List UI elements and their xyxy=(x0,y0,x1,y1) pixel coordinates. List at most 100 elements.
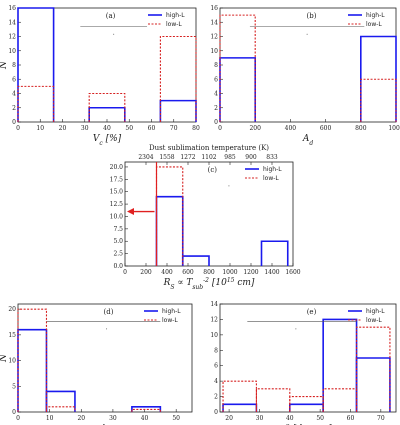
y-tick-label: 14 xyxy=(210,19,218,26)
top-tick-label: 985 xyxy=(224,154,236,161)
bar-high-0 xyxy=(17,7,55,122)
y-tick-label: 20 xyxy=(8,306,16,313)
x-tick-label: 200 xyxy=(140,269,152,276)
x-tick-label: 70 xyxy=(377,415,385,422)
bar-low-1 xyxy=(255,388,291,412)
y-tick-label: 2 xyxy=(214,105,218,112)
y-tick-label: 17.5 xyxy=(110,176,124,183)
x-tick-label: 1400 xyxy=(264,269,279,276)
bar-low-2 xyxy=(88,92,126,122)
y-tick-label: 5 xyxy=(12,383,16,390)
x-tick-label: 30 xyxy=(256,415,264,422)
x-axis-label: Vc [%] xyxy=(93,134,122,147)
panel-label: (e) xyxy=(307,308,317,316)
legend-label-low: low-L xyxy=(366,21,382,28)
legend-label-low: low-L xyxy=(263,175,279,182)
upper-limit-arrow-head xyxy=(127,208,134,216)
legend-label-high: high-L xyxy=(166,12,185,19)
y-tick-label: 12 xyxy=(210,34,218,41)
panel-e: 20304050607002468101214θ [degree](e)high… xyxy=(210,301,397,425)
x-tick-label: 30 xyxy=(109,415,117,422)
y-tick-label: 14 xyxy=(8,19,16,26)
panel-c: 0 200 400 600 800 1000 1200 1400 1600 0.0 2.5 5.0 7.… xyxy=(110,144,301,291)
x-tick-label: 40 xyxy=(103,125,111,132)
bar-high-3 xyxy=(131,406,162,412)
x-tick-label: 1000 xyxy=(388,125,400,132)
x-tick-label: 30 xyxy=(81,125,89,132)
x-tick-label: 70 xyxy=(170,125,178,132)
x-tick-label: 600 xyxy=(320,125,332,132)
x-axis-label: RS ∝ Tsub-2 [1015 cm] xyxy=(163,277,255,291)
bar-low-3 xyxy=(322,388,358,412)
bar-low-0 xyxy=(155,166,184,266)
y-tick-label: 6 xyxy=(214,363,218,370)
top-axis-title: Dust sublimation temperature (K) xyxy=(149,144,269,152)
y-tick-label: 14 xyxy=(210,301,218,308)
bar-high-0 xyxy=(222,403,258,412)
x-tick-label: 0 xyxy=(218,125,222,132)
x-tick-label: 0 xyxy=(16,415,20,422)
y-axis-label: N xyxy=(0,60,9,70)
y-tick-label: 0 xyxy=(214,119,218,126)
bar-high-0 xyxy=(17,328,48,412)
significance-marker xyxy=(306,33,308,35)
top-tick-label: 1102 xyxy=(201,154,216,161)
legend-label-high: high-L xyxy=(263,166,282,173)
y-tick-label: 6 xyxy=(12,76,16,83)
x-tick-label: 1200 xyxy=(243,269,258,276)
bar-low-3 xyxy=(131,408,161,412)
x-tick-label: 20 xyxy=(77,415,85,422)
y-tick-label: 12 xyxy=(8,34,16,41)
panel-label: (b) xyxy=(307,12,317,20)
y-tick-label: 12 xyxy=(210,316,218,323)
bar-high-0 xyxy=(219,57,256,122)
x-tick-label: 1600 xyxy=(285,269,300,276)
significance-marker xyxy=(113,33,115,35)
bar-high-4 xyxy=(159,99,197,122)
y-tick-label: 7.5 xyxy=(113,226,123,233)
y-tick-label: 8 xyxy=(214,347,218,354)
y-tick-label: 0 xyxy=(214,409,218,416)
bar-low-0 xyxy=(17,308,48,412)
y-tick-label: 10 xyxy=(210,48,218,55)
significance-marker xyxy=(228,185,230,187)
y-tick-label: 20.0 xyxy=(110,164,124,171)
legend-label-low: low-L xyxy=(166,21,182,28)
x-tick-label: 20 xyxy=(225,415,233,422)
top-tick-label: 1272 xyxy=(180,154,195,161)
x-tick-label: 200 xyxy=(249,125,261,132)
top-tick-label: 833 xyxy=(266,154,278,161)
y-tick-label: 15.0 xyxy=(110,189,124,196)
significance-marker xyxy=(295,328,297,330)
y-tick-label: 10.0 xyxy=(110,213,124,220)
y-tick-label: 10 xyxy=(8,358,16,365)
legend-label-low: low-L xyxy=(366,317,382,324)
panel-b: 0 200 400 600 800 1000 0 2 4 6 8 10 12 14 16 Ad (b) high-… xyxy=(210,5,400,147)
plot-frame xyxy=(219,303,397,413)
y-tick-label: 16 xyxy=(8,5,16,12)
x-axis-label: Ad xyxy=(302,134,314,147)
y-axis-label: N xyxy=(0,353,9,363)
y-tick-label: 2 xyxy=(214,394,218,401)
bar-low-1 xyxy=(45,406,76,412)
y-tick-label: 5.0 xyxy=(113,238,123,245)
top-tick-label: 2304 xyxy=(138,154,153,161)
bar-low-0 xyxy=(17,85,55,122)
x-tick-label: 600 xyxy=(182,269,194,276)
x-tick-label: 1000 xyxy=(222,269,237,276)
x-tick-label: 0 xyxy=(16,125,20,132)
bar-high-3 xyxy=(260,240,289,266)
x-tick-label: 50 xyxy=(125,125,133,132)
bar-low-0 xyxy=(222,380,257,412)
x-tick-label: 40 xyxy=(141,415,149,422)
top-tick-label: 1558 xyxy=(159,154,174,161)
y-tick-label: 16 xyxy=(210,5,218,12)
y-tick-label: 4 xyxy=(12,91,16,98)
x-tick-label: 800 xyxy=(355,125,367,132)
bar-high-3 xyxy=(322,318,358,412)
bar-high-0 xyxy=(155,195,184,266)
bar-low-4 xyxy=(356,326,391,412)
bar-high-1 xyxy=(181,255,210,266)
